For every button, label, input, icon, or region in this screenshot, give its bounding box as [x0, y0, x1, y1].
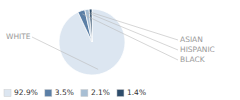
slice-label: ASIAN — [180, 35, 203, 44]
legend-label: 92.9% — [14, 88, 38, 97]
legend-label: 3.5% — [55, 88, 74, 97]
legend-label: 1.4% — [127, 88, 146, 97]
leader-line — [91, 12, 178, 40]
leader-line — [82, 14, 178, 60]
legend-label: 2.1% — [91, 88, 110, 97]
pie-slice — [59, 9, 125, 75]
slice-label: BLACK — [180, 55, 206, 64]
legend-swatch — [81, 90, 88, 97]
legend-swatch — [4, 90, 11, 97]
leader-line — [32, 37, 98, 69]
leader-line — [87, 13, 178, 50]
legend-swatch — [117, 90, 124, 97]
pie-slice — [78, 10, 92, 42]
legend: 92.9% 3.5% 2.1% 1.4% — [4, 88, 146, 97]
slice-labels: WHITE BLACKHISPANICASIAN — [6, 12, 215, 69]
pie — [59, 9, 125, 75]
slice-label: WHITE — [6, 32, 31, 41]
legend-swatch — [45, 90, 52, 97]
chart: WHITE BLACKHISPANICASIAN 92.9% 3.5% 2.1% 1.4% — [0, 0, 240, 100]
slice-label: HISPANIC — [180, 45, 215, 54]
